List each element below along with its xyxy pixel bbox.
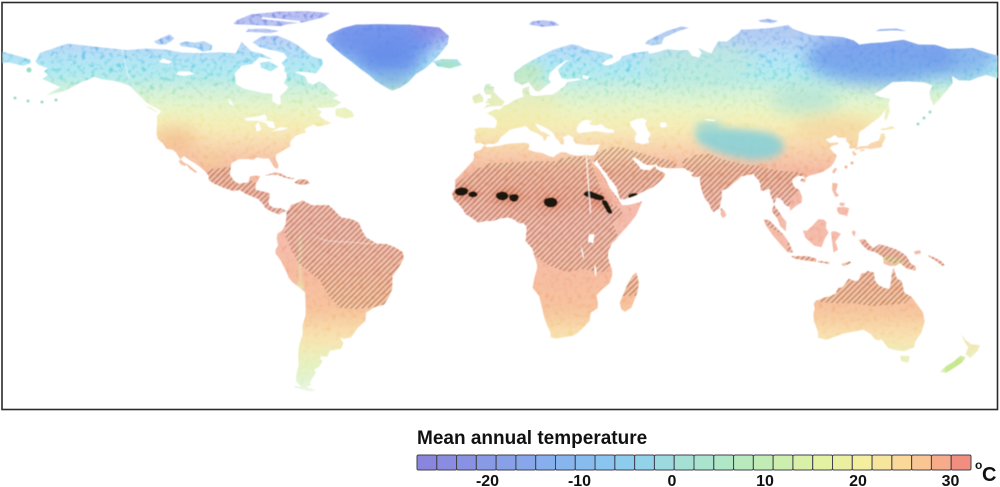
svg-text:30: 30 bbox=[942, 473, 960, 487]
svg-text:-20: -20 bbox=[476, 473, 499, 487]
svg-text:o: o bbox=[975, 458, 982, 472]
svg-text:20: 20 bbox=[849, 473, 867, 487]
svg-text:C: C bbox=[982, 464, 996, 486]
svg-text:Mean annual temperature: Mean annual temperature bbox=[417, 428, 647, 449]
svg-text:0: 0 bbox=[668, 473, 677, 487]
svg-text:-10: -10 bbox=[568, 473, 591, 487]
svg-text:10: 10 bbox=[756, 473, 774, 487]
